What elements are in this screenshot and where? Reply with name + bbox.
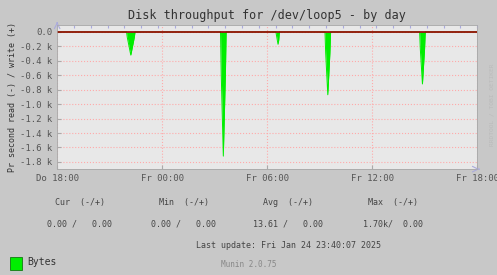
Text: Avg  (-/+): Avg (-/+) <box>263 198 313 207</box>
Text: 1.70k/  0.00: 1.70k/ 0.00 <box>363 220 422 229</box>
Text: Munin 2.0.75: Munin 2.0.75 <box>221 260 276 269</box>
Text: 13.61 /   0.00: 13.61 / 0.00 <box>253 220 323 229</box>
Text: Cur  (-/+): Cur (-/+) <box>55 198 104 207</box>
Text: 0.00 /   0.00: 0.00 / 0.00 <box>47 220 112 229</box>
Text: RRDTOOL / TOBI OETIKER: RRDTOOL / TOBI OETIKER <box>490 63 495 146</box>
Text: Last update: Fri Jan 24 23:40:07 2025: Last update: Fri Jan 24 23:40:07 2025 <box>196 241 381 249</box>
Text: Max  (-/+): Max (-/+) <box>368 198 417 207</box>
Y-axis label: Pr second read (-) / write (+): Pr second read (-) / write (+) <box>8 22 17 172</box>
Text: Bytes: Bytes <box>27 257 57 267</box>
Text: Min  (-/+): Min (-/+) <box>159 198 209 207</box>
Text: 0.00 /   0.00: 0.00 / 0.00 <box>152 220 216 229</box>
Title: Disk throughput for /dev/loop5 - by day: Disk throughput for /dev/loop5 - by day <box>128 9 406 22</box>
